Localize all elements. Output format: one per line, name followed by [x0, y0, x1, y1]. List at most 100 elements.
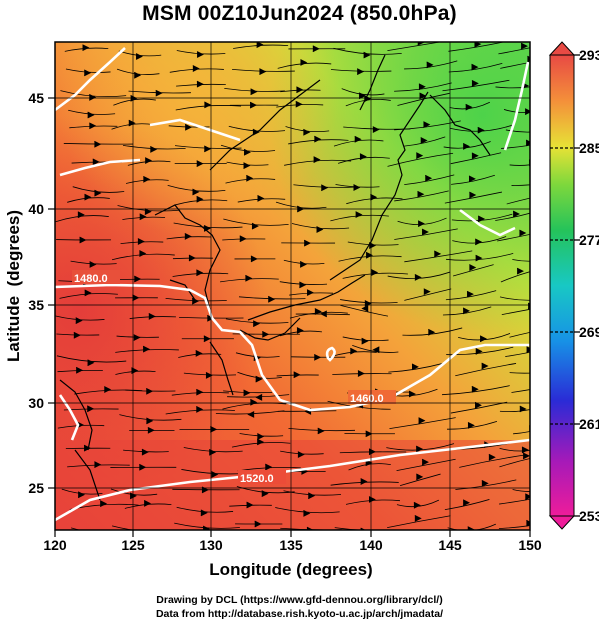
streamline: [500, 271, 530, 283]
streamline-arrow: [467, 422, 475, 429]
streamline-arrow: [526, 346, 530, 353]
credit-data-source: Data from http://database.rish.kyoto-u.a…: [155, 608, 444, 620]
streamline-arrow: [83, 444, 91, 452]
streamline-arrow: [249, 101, 257, 109]
streamline-arrow: [426, 61, 434, 69]
streamline-arrow: [408, 390, 416, 398]
contour-labels: 1480.0 1460.0 1520.0: [72, 270, 396, 485]
streamline-arrow: [425, 174, 433, 182]
streamline: [501, 308, 530, 316]
wind-streamlines: [55, 42, 546, 538]
streamline-arrow: [306, 289, 314, 296]
streamline-arrow: [299, 281, 307, 289]
x-tick-145: 145: [438, 537, 462, 553]
contour-label-1480: 1480.0: [74, 273, 108, 285]
streamline-arrow: [471, 63, 479, 71]
streamline-arrow: [192, 188, 200, 196]
streamline-arrow: [413, 501, 421, 509]
streamline-arrow: [477, 215, 486, 223]
streamline-arrow: [239, 235, 247, 243]
streamline-arrow: [204, 101, 212, 109]
streamline-arrow: [245, 274, 253, 282]
streamline-arrow: [361, 337, 369, 345]
streamline-arrow: [303, 128, 311, 136]
colorbar: 293 285 277 269 261 253: [548, 41, 599, 530]
streamline-arrow: [526, 519, 530, 527]
streamline-arrow: [471, 80, 479, 87]
streamline-arrow: [99, 500, 108, 507]
map-title: MSM 00Z10Jun2024 (850.0hPa): [142, 2, 457, 25]
streamline-arrow: [257, 433, 265, 440]
streamline-arrow: [527, 302, 530, 310]
streamline-arrow: [188, 254, 196, 262]
plot-frame: [48, 41, 531, 537]
streamline-arrow: [411, 363, 419, 371]
streamline-arrow: [296, 327, 304, 334]
streamline-arrow: [462, 143, 471, 150]
streamline: [498, 525, 530, 530]
streamline-arrow: [96, 532, 102, 538]
streamline: [506, 197, 530, 205]
streamline-arrow: [356, 68, 365, 75]
streamline-arrow: [359, 153, 367, 160]
streamline-arrow: [144, 208, 152, 216]
streamline: [387, 152, 454, 167]
streamline-arrow: [303, 509, 311, 517]
streamline-arrow: [196, 388, 204, 396]
streamline: [509, 331, 530, 338]
streamline-arrow: [256, 438, 265, 446]
streamline-arrow: [465, 103, 473, 111]
streamline: [442, 79, 510, 92]
streamline-arrow: [354, 135, 362, 143]
streamline-arrow: [133, 334, 141, 341]
streamline-arrow: [202, 525, 210, 530]
streamline-arrow: [540, 323, 546, 329]
streamline-arrow: [521, 446, 529, 454]
streamline-arrow: [355, 211, 363, 218]
streamline-arrow: [313, 156, 321, 163]
streamline-arrow: [416, 152, 424, 159]
streamline: [404, 288, 452, 301]
streamline-arrow: [371, 269, 379, 276]
x-axis-ticks: 120 125 130 135 140 145 150: [43, 537, 542, 553]
streamline-arrow: [421, 458, 429, 466]
streamline-arrow: [417, 190, 425, 198]
streamline: [394, 228, 458, 240]
streamline-arrow: [147, 426, 155, 434]
streamline: [389, 417, 456, 430]
streamline: [399, 473, 441, 487]
streamline-arrow: [73, 331, 81, 339]
streamline-arrow: [89, 93, 97, 101]
streamline-arrow: [255, 394, 263, 401]
streamline: [444, 499, 490, 511]
streamline-arrow: [418, 417, 426, 424]
streamline-arrow: [150, 146, 158, 153]
streamline: [447, 420, 498, 430]
streamline-arrow: [512, 210, 520, 218]
streamline-arrow: [243, 162, 251, 170]
streamline-arrow: [204, 145, 212, 153]
streamline-arrow: [135, 53, 143, 60]
streamline-arrow: [519, 229, 527, 237]
streamline-arrow: [531, 128, 537, 134]
streamline-arrow: [516, 267, 524, 275]
streamline: [387, 515, 451, 529]
streamline-arrow: [257, 195, 265, 202]
streamline-arrow: [192, 65, 200, 72]
streamline: [442, 306, 492, 316]
x-tick-120: 120: [43, 537, 67, 553]
streamline-arrow: [353, 184, 361, 191]
streamline-arrow: [357, 370, 365, 377]
streamline-arrow: [529, 191, 530, 197]
x-tick-135: 135: [279, 537, 303, 553]
streamline-arrow: [137, 238, 145, 245]
streamline-arrow: [251, 222, 259, 230]
streamline: [499, 409, 530, 413]
colorbar-tick-253: 253: [579, 508, 599, 524]
streamline-arrow: [104, 386, 112, 393]
streamline-arrow: [87, 359, 95, 367]
streamline: [388, 362, 444, 373]
streamline-arrow: [361, 305, 369, 312]
streamline-arrow: [75, 317, 83, 324]
streamline: [455, 479, 517, 490]
